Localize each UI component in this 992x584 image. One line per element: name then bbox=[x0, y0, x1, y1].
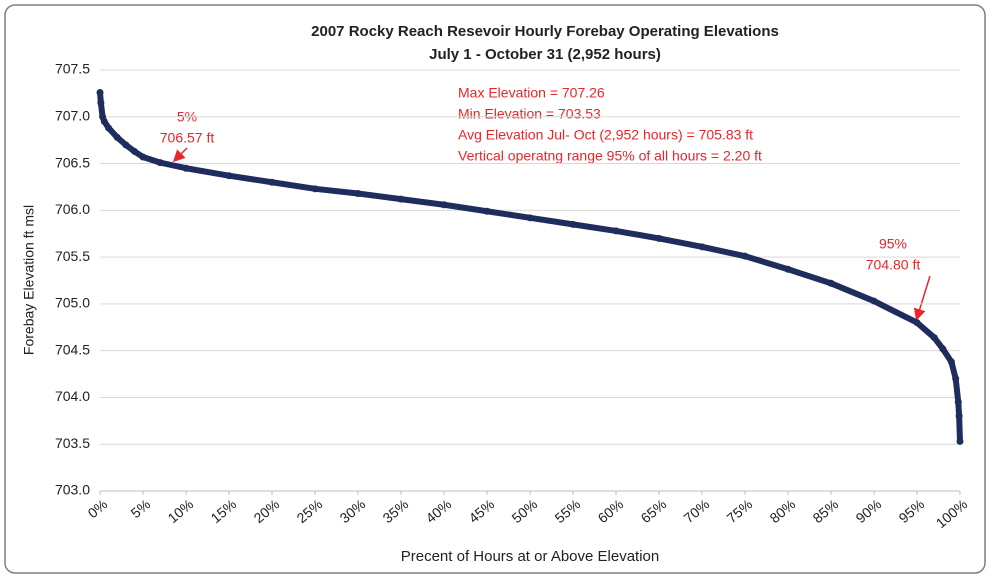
data-point bbox=[440, 201, 448, 209]
annotation: Vertical operatng range 95% of all hours… bbox=[458, 148, 762, 164]
annotation: Avg Elevation Jul- Oct (2,952 hours) = 7… bbox=[458, 127, 753, 143]
annotation: Min Elevation = 703.53 bbox=[458, 106, 601, 122]
data-point bbox=[139, 153, 147, 161]
data-point bbox=[130, 147, 138, 155]
data-point bbox=[827, 279, 835, 287]
annotation-arrow bbox=[913, 275, 931, 321]
y-tick-label: 704.5 bbox=[55, 341, 90, 357]
annotation: 95% bbox=[879, 236, 907, 252]
data-point bbox=[122, 141, 130, 149]
data-point bbox=[311, 185, 319, 193]
data-point bbox=[612, 227, 620, 235]
annotation: Max Elevation = 707.26 bbox=[458, 85, 605, 101]
data-point bbox=[955, 412, 963, 420]
data-point bbox=[947, 358, 955, 366]
y-tick-label: 706.5 bbox=[55, 154, 90, 170]
data-point bbox=[156, 159, 164, 167]
y-tick-label: 705.0 bbox=[55, 295, 90, 311]
y-tick-label: 706.0 bbox=[55, 201, 90, 217]
y-tick-label: 703.5 bbox=[55, 435, 90, 451]
x-axis-label: Precent of Hours at or Above Elevation bbox=[401, 548, 659, 565]
data-point bbox=[954, 398, 962, 406]
data-point bbox=[930, 334, 938, 342]
annotation: 706.57 ft bbox=[160, 130, 215, 146]
data-point bbox=[870, 297, 878, 305]
data-point bbox=[569, 220, 577, 228]
data-point bbox=[952, 375, 960, 383]
frame bbox=[4, 4, 986, 574]
data-point bbox=[113, 133, 121, 141]
y-axis-label: Forebay Elevation ft msl bbox=[21, 205, 37, 355]
data-point bbox=[741, 252, 749, 260]
annotation: 704.80 ft bbox=[866, 257, 921, 273]
y-tick-label: 707.5 bbox=[55, 61, 90, 77]
data-point bbox=[268, 178, 276, 186]
data-point bbox=[784, 265, 792, 273]
data-point bbox=[655, 234, 663, 242]
data-point bbox=[100, 117, 108, 125]
data-point bbox=[354, 189, 362, 197]
data-point bbox=[182, 164, 190, 172]
chart-title: 2007 Rocky Reach Resevoir Hourly Forebay… bbox=[311, 23, 779, 40]
y-tick-label: 703.0 bbox=[55, 482, 90, 498]
data-point bbox=[225, 172, 233, 180]
data-point bbox=[956, 437, 964, 445]
y-tick-label: 707.0 bbox=[55, 107, 90, 123]
data-point bbox=[483, 207, 491, 215]
data-point bbox=[97, 99, 105, 107]
data-point bbox=[397, 195, 405, 203]
chart-subtitle: July 1 - October 31 (2,952 hours) bbox=[429, 46, 661, 63]
data-point bbox=[105, 124, 113, 132]
annotation-arrow bbox=[172, 147, 188, 163]
data-point bbox=[913, 319, 921, 327]
data-point bbox=[526, 214, 534, 222]
data-point bbox=[698, 243, 706, 251]
data-point bbox=[96, 88, 104, 96]
data-point bbox=[939, 345, 947, 353]
y-tick-label: 704.0 bbox=[55, 388, 90, 404]
y-tick-label: 705.5 bbox=[55, 248, 90, 264]
